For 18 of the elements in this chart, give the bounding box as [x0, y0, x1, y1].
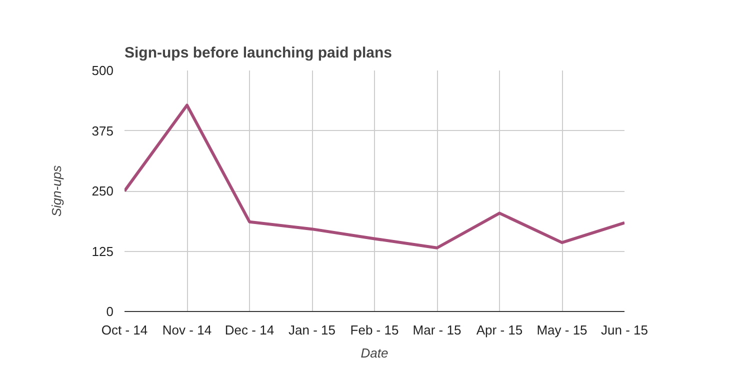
x-tick-label: Jan - 15	[288, 322, 336, 338]
y-tick-label: 375	[92, 123, 114, 138]
x-tick-label: Jun - 15	[601, 322, 648, 338]
y-axis-title: Sign-ups	[48, 164, 64, 217]
y-tick-label: 500	[92, 63, 114, 78]
x-tick-label: Mar - 15	[412, 322, 462, 338]
y-tick-label: 0	[106, 304, 114, 319]
line-series	[124, 104, 624, 250]
x-tick-label: Apr - 15	[476, 322, 523, 338]
y-tick-label: 250	[92, 184, 114, 198]
chart-title: Sign-ups before launching paid plans	[124, 44, 392, 62]
x-tick-label: May - 15	[536, 322, 588, 338]
x-tick-label: Oct - 14	[101, 322, 148, 338]
y-tick-label: 125	[92, 244, 114, 259]
x-axis-title: Date	[360, 346, 388, 360]
x-tick-label: Nov - 14	[162, 322, 212, 338]
x-tick-label: Dec - 14	[224, 322, 274, 338]
x-tick-label: Feb - 15	[350, 322, 399, 338]
